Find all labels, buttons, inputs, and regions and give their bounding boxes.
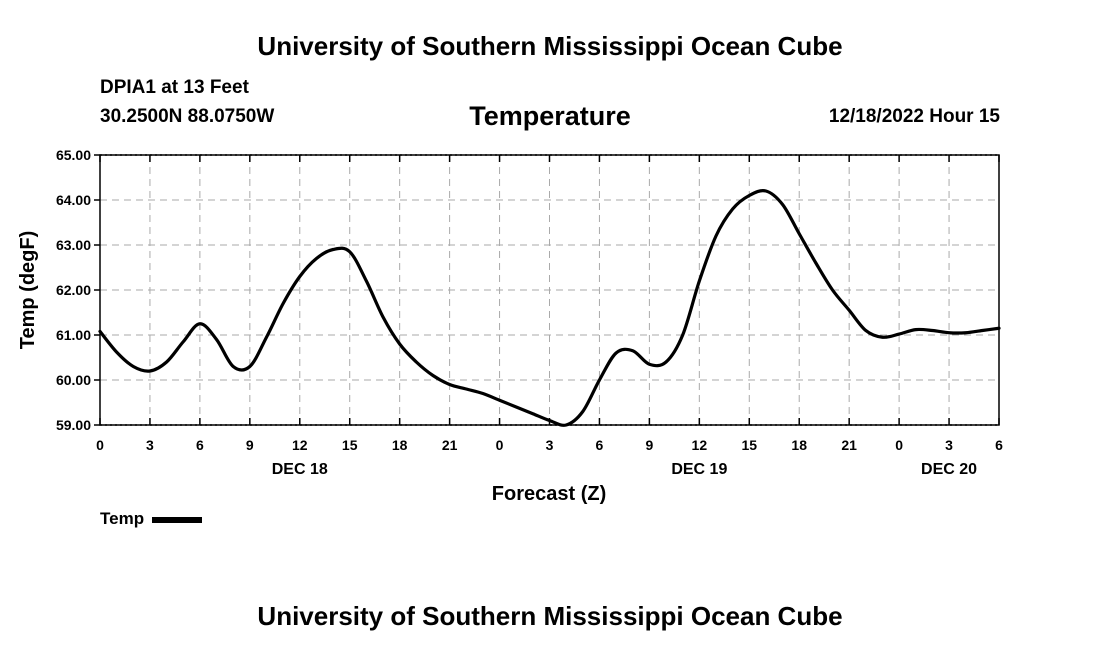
x-tick-label: 12 bbox=[292, 437, 308, 453]
legend: Temp bbox=[100, 509, 203, 529]
y-axis-title: Temp (degF) bbox=[17, 231, 39, 350]
forecast-datetime: 12/18/2022 Hour 15 bbox=[828, 106, 1000, 127]
x-tick-label: 0 bbox=[96, 437, 104, 453]
x-tick-label: 18 bbox=[791, 437, 807, 453]
y-tick-label: 65.00 bbox=[56, 147, 91, 163]
x-tick-label: 18 bbox=[392, 437, 408, 453]
station-coordinates: 30.2500N 88.0750W bbox=[100, 106, 275, 127]
x-tick-label: 6 bbox=[995, 437, 1003, 453]
series-line-temp bbox=[98, 189, 1001, 427]
axis-ticks: 59.00 60.00 61.00 62.00 63.00 64.00 65.00 0 3 6 9 1… bbox=[56, 147, 1003, 478]
grid bbox=[99, 154, 1000, 426]
series-layer bbox=[98, 189, 1001, 427]
y-tick-label: 61.00 bbox=[56, 327, 91, 343]
day-label: DEC 19 bbox=[671, 461, 727, 478]
x-tick-label: 6 bbox=[196, 437, 204, 453]
day-label: DEC 20 bbox=[921, 461, 977, 478]
x-tick-label: 12 bbox=[692, 437, 708, 453]
x-axis-title: Forecast (Z) bbox=[492, 483, 606, 505]
x-tick-label: 6 bbox=[596, 437, 604, 453]
y-tick-label: 63.00 bbox=[56, 237, 91, 253]
y-tick-label: 59.00 bbox=[56, 417, 91, 433]
legend-swatch-temp bbox=[152, 516, 203, 523]
x-tick-label: 9 bbox=[645, 437, 653, 453]
axis-labels: Forecast (Z) Temp (degF) bbox=[17, 231, 606, 505]
y-tick-label: 62.00 bbox=[56, 282, 91, 298]
y-tick-label: 64.00 bbox=[56, 192, 91, 208]
x-tick-label: 15 bbox=[342, 437, 358, 453]
footer-title: University of Southern Mississippi Ocean… bbox=[257, 601, 843, 631]
x-tick-label: 3 bbox=[546, 437, 554, 453]
station-name: DPIA1 at 13 Feet bbox=[100, 77, 249, 98]
page-title: University of Southern Mississippi Ocean… bbox=[257, 31, 843, 61]
x-tick-label: 9 bbox=[246, 437, 254, 453]
x-tick-label: 0 bbox=[496, 437, 504, 453]
x-tick-label: 21 bbox=[442, 437, 458, 453]
x-tick-label: 15 bbox=[741, 437, 757, 453]
x-tick-label: 3 bbox=[945, 437, 953, 453]
x-tick-label: 0 bbox=[895, 437, 903, 453]
chart-subtitle: Temperature bbox=[469, 101, 631, 131]
day-label: DEC 18 bbox=[272, 461, 328, 478]
x-tick-label: 21 bbox=[841, 437, 857, 453]
y-tick-label: 60.00 bbox=[56, 372, 91, 388]
x-tick-label: 3 bbox=[146, 437, 154, 453]
legend-label-temp: Temp bbox=[100, 509, 145, 528]
